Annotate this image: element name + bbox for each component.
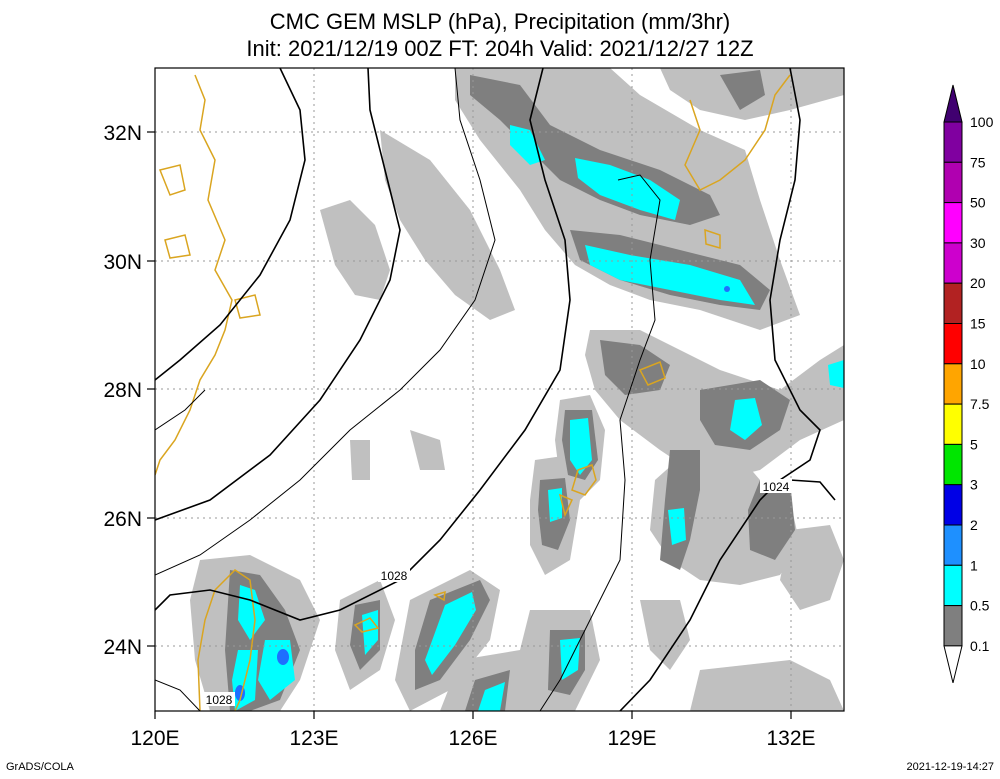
map-title-line1: CMC GEM MSLP (hPa), Precipitation (mm/3h… <box>269 9 731 34</box>
coast-amami <box>638 361 666 386</box>
precip-area-small1 <box>410 430 445 470</box>
colorbar-level-label: 30 <box>970 235 986 251</box>
lon-axis-labels: 120E 123E 126E 129E 132E <box>130 727 815 750</box>
isobar-thick-3 <box>155 68 571 621</box>
coast-china <box>155 74 233 476</box>
isobar-label-1028-b: 1028 <box>206 693 233 707</box>
precip-cyan-band <box>585 245 755 305</box>
isobar-thin-1 <box>155 68 496 576</box>
colorbar-level-label: 0.1 <box>970 638 990 654</box>
coast-okinawa <box>558 464 597 518</box>
lat-axis-labels: 24N 26N 28N 30N 32N <box>103 122 142 659</box>
isobar-thick-4 <box>619 68 821 711</box>
coast-china-islands <box>158 164 261 319</box>
isobar-label-1028-a: 1028 <box>381 569 408 583</box>
isobars <box>155 68 836 711</box>
precip-blue-spot1 <box>277 649 289 665</box>
lon-label-129e: 129E <box>607 727 656 750</box>
colorbar-swatch <box>943 323 963 365</box>
precip-cyan-s2 <box>425 592 476 675</box>
lat-label-24n: 24N <box>103 636 142 659</box>
colorbar-swatch <box>943 443 963 486</box>
colorbar-swatch <box>943 403 963 445</box>
coast-kyushu2 <box>704 228 721 249</box>
colorbar-top-triangle <box>943 84 963 123</box>
isobar-thin-3 <box>155 389 206 431</box>
colorbar-swatch <box>943 484 963 526</box>
precip-cyan-ryukyu <box>730 398 762 440</box>
footer-left: GrADS/COLA <box>6 761 74 773</box>
colorbar-swatch <box>943 363 963 405</box>
colorbar-level-label: 20 <box>970 275 986 291</box>
precip-blue-spot3 <box>724 286 730 292</box>
coast-taiwan <box>197 569 256 711</box>
colorbar-swatch <box>943 564 963 607</box>
coastlines <box>155 74 791 711</box>
precip-area-south-bands6 <box>690 660 844 711</box>
colorbar-bottom-triangle <box>943 645 963 684</box>
isobar-thick-2 <box>155 68 401 521</box>
isobar-thick-1 <box>155 68 306 381</box>
isobar-label-1024: 1024 <box>763 480 790 494</box>
map-layers <box>155 68 844 711</box>
colorbar-swatch <box>943 161 963 204</box>
lon-label-132e: 132E <box>766 727 815 750</box>
precip-cyan-s4 <box>478 682 505 711</box>
precip-cyan-north2 <box>575 158 680 220</box>
colorbar-swatch <box>943 202 963 244</box>
colorbar-level-label: 15 <box>970 316 986 332</box>
colorbar-level-label: 100 <box>970 114 994 130</box>
coast-kyushu <box>684 74 791 191</box>
precip-cyan-far-east <box>828 360 844 388</box>
colorbar: 0.1 0.5 1 2 3 5 7.5 10 15 20 30 50 75 100 <box>943 84 994 684</box>
axis-ticks <box>147 131 792 719</box>
lat-label-30n: 30N <box>103 251 142 274</box>
colorbar-swatch <box>943 605 963 647</box>
colorbar-swatch <box>943 524 963 566</box>
colorbar-swatch <box>943 121 963 163</box>
coast-sakishima <box>353 590 446 633</box>
precip-cyan-oki <box>570 418 592 475</box>
colorbar-level-label: 2 <box>970 517 978 533</box>
lon-label-123e: 123E <box>289 727 338 750</box>
colorbar-level-label: 50 <box>970 195 986 211</box>
precip-area-south-bands5 <box>640 600 690 670</box>
precip-cyan-s1 <box>362 610 378 655</box>
colorbar-level-label: 0.5 <box>970 598 990 614</box>
lat-label-26n: 26N <box>103 508 142 531</box>
colorbar-level-label: 3 <box>970 477 978 493</box>
precip-blue-layer <box>235 286 730 701</box>
precip-dark-ryukyu <box>600 340 670 395</box>
isobar-thin-2 <box>539 174 661 711</box>
lat-label-28n: 28N <box>103 379 142 402</box>
colorbar-swatch <box>943 282 963 325</box>
precip-cyan-oki2 <box>548 488 562 522</box>
precip-cyan-east <box>668 508 686 545</box>
graticule <box>155 68 844 711</box>
colorbar-swatch <box>943 242 963 284</box>
precip-cyan-layer <box>232 125 844 711</box>
precip-area-west-band <box>320 200 390 300</box>
lon-label-120e: 120E <box>130 727 179 750</box>
colorbar-level-label: 5 <box>970 436 978 452</box>
precip-area-small2 <box>350 440 370 480</box>
lat-label-32n: 32N <box>103 122 142 145</box>
precip-area-central-band <box>380 130 515 320</box>
isobar-labels: 1028 1028 1024 <box>203 479 792 707</box>
isobar-thin-4 <box>155 679 201 711</box>
precip-area-se <box>780 525 844 610</box>
precip-cyan-north1 <box>510 125 545 165</box>
footer-right: 2021-12-19-14:27 <box>906 761 994 773</box>
colorbar-level-label: 1 <box>970 557 978 573</box>
colorbar-level-label: 75 <box>970 154 986 170</box>
precip-dark-ne <box>720 70 765 110</box>
lon-label-126e: 126E <box>448 727 497 750</box>
map-title-line2: Init: 2021/12/19 00Z FT: 204h Valid: 202… <box>246 36 754 61</box>
colorbar-level-label: 10 <box>970 356 986 372</box>
colorbar-level-label: 7.5 <box>970 396 990 412</box>
